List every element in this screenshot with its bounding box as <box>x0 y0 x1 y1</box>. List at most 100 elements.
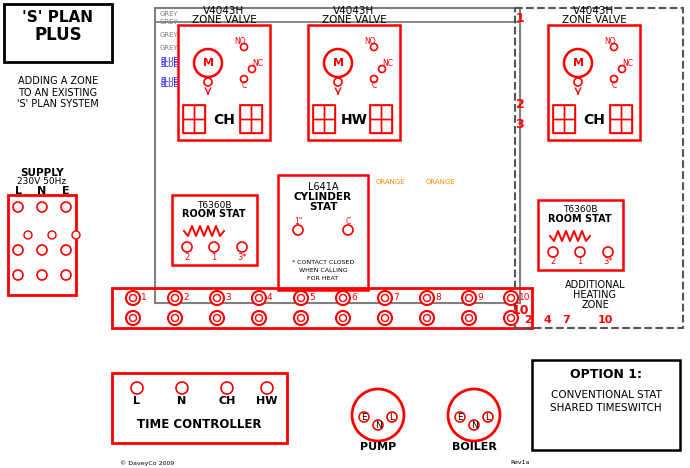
Text: 2: 2 <box>184 253 190 262</box>
Text: BLUE: BLUE <box>160 57 178 63</box>
Text: ZONE VALVE: ZONE VALVE <box>562 15 627 25</box>
Bar <box>251 119 262 133</box>
Circle shape <box>611 75 618 82</box>
Circle shape <box>466 314 473 322</box>
Text: SUPPLY: SUPPLY <box>20 168 63 178</box>
Circle shape <box>334 78 342 86</box>
Text: FOR HEAT: FOR HEAT <box>308 277 339 281</box>
Bar <box>251 105 262 119</box>
Text: T6360B: T6360B <box>563 205 598 214</box>
Bar <box>194 119 205 133</box>
Text: WHEN CALLING: WHEN CALLING <box>299 269 347 273</box>
Text: GREY: GREY <box>160 19 179 25</box>
Circle shape <box>336 291 350 305</box>
Bar <box>532 360 680 450</box>
Text: N: N <box>375 421 382 430</box>
Bar <box>381 119 392 133</box>
Circle shape <box>131 382 143 394</box>
Text: 1: 1 <box>211 253 217 262</box>
Bar <box>183 105 205 133</box>
Bar <box>370 105 381 119</box>
Text: ORANGE: ORANGE <box>425 179 455 185</box>
Bar <box>240 119 251 133</box>
Circle shape <box>61 245 71 255</box>
Circle shape <box>210 291 224 305</box>
Text: SHARED TIMESWITCH: SHARED TIMESWITCH <box>550 403 662 413</box>
Text: © DaveyCo 2009: © DaveyCo 2009 <box>120 460 175 466</box>
Circle shape <box>176 382 188 394</box>
Text: V4043H: V4043H <box>204 6 245 16</box>
Bar <box>172 195 257 265</box>
Circle shape <box>548 247 558 257</box>
Bar <box>370 105 392 133</box>
Text: NO: NO <box>604 37 615 45</box>
Text: E: E <box>361 412 367 422</box>
Circle shape <box>194 49 222 77</box>
Circle shape <box>241 75 248 82</box>
Circle shape <box>564 49 592 77</box>
Circle shape <box>339 314 346 322</box>
Text: Rev1a: Rev1a <box>510 461 529 466</box>
Circle shape <box>462 291 476 305</box>
Text: T6360B: T6360B <box>197 200 231 210</box>
Bar <box>553 119 564 133</box>
Circle shape <box>424 294 431 301</box>
Circle shape <box>209 242 219 252</box>
Bar <box>564 119 575 133</box>
Text: L: L <box>133 396 141 406</box>
Text: 1: 1 <box>515 12 524 24</box>
Circle shape <box>204 78 212 86</box>
Bar <box>370 119 381 133</box>
Text: BOILER: BOILER <box>451 442 496 452</box>
Text: PLUS: PLUS <box>34 26 82 44</box>
Circle shape <box>126 311 140 325</box>
Circle shape <box>371 75 377 82</box>
Text: N: N <box>37 186 47 196</box>
Text: 7: 7 <box>393 293 399 302</box>
Circle shape <box>172 294 179 301</box>
Bar <box>8 195 76 295</box>
Bar <box>155 8 520 303</box>
Circle shape <box>61 270 71 280</box>
Text: 10: 10 <box>598 315 613 325</box>
Text: E: E <box>62 186 70 196</box>
Circle shape <box>603 247 613 257</box>
Circle shape <box>339 294 346 301</box>
Circle shape <box>168 291 182 305</box>
Bar <box>621 105 632 119</box>
Circle shape <box>210 311 224 325</box>
Bar <box>178 25 270 140</box>
Text: 7: 7 <box>562 315 570 325</box>
Circle shape <box>61 202 71 212</box>
Bar <box>564 105 575 119</box>
Text: HW: HW <box>256 396 278 406</box>
Text: M: M <box>333 58 344 68</box>
Circle shape <box>371 44 377 51</box>
Text: ROOM STAT: ROOM STAT <box>182 209 246 219</box>
Text: ROOM STAT: ROOM STAT <box>548 214 612 224</box>
Bar <box>610 119 621 133</box>
Bar <box>381 105 392 119</box>
Text: 230V 50Hz: 230V 50Hz <box>17 177 66 187</box>
Text: L: L <box>389 412 395 422</box>
Text: NO: NO <box>234 37 246 45</box>
Bar <box>538 200 623 270</box>
Text: 5: 5 <box>309 293 315 302</box>
Circle shape <box>213 314 221 322</box>
Bar <box>515 8 683 328</box>
Bar <box>610 105 621 119</box>
Circle shape <box>382 314 388 322</box>
Bar <box>194 105 205 119</box>
Text: STAT: STAT <box>308 202 337 212</box>
Circle shape <box>297 314 304 322</box>
Text: GREY: GREY <box>160 32 179 38</box>
Text: NC: NC <box>622 58 633 67</box>
Bar <box>313 105 335 133</box>
Bar <box>548 25 640 140</box>
Circle shape <box>294 291 308 305</box>
Text: HW: HW <box>341 113 368 127</box>
Circle shape <box>255 314 262 322</box>
Circle shape <box>420 311 434 325</box>
Bar <box>313 105 324 119</box>
Text: L641A: L641A <box>308 182 338 192</box>
